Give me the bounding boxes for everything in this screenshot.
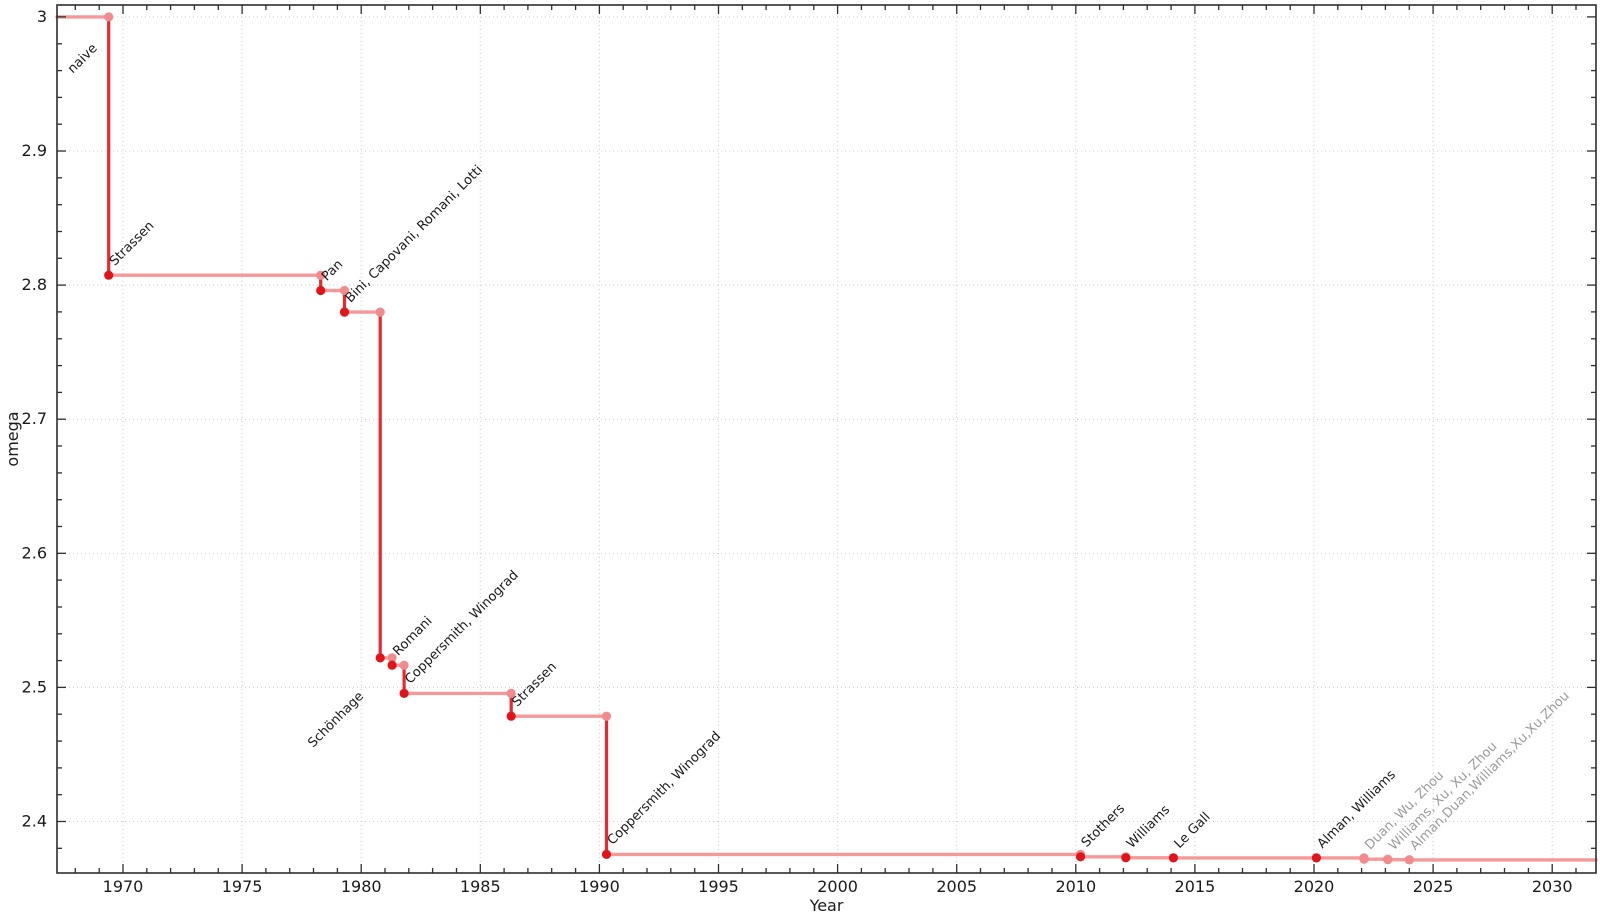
x-tick-label-1990: 1990 [579, 877, 620, 896]
x-tick-label-1995: 1995 [698, 877, 739, 896]
corner-point-romani [387, 653, 397, 663]
annotation-strassen-1986: Strassen [509, 660, 560, 711]
gridlines [57, 5, 1596, 873]
y-tick-label-2.9: 2.9 [22, 141, 47, 160]
corner-markers [104, 12, 1414, 865]
x-tick-label-2015: 2015 [1175, 877, 1216, 896]
tick-marks [57, 5, 1596, 873]
x-tick-label-2025: 2025 [1413, 877, 1454, 896]
x-tick-label-2005: 2005 [936, 877, 977, 896]
corner-point-bini-capovani-romani-lotti [339, 285, 350, 296]
annotation-strassen-1969: Strassen [107, 219, 158, 270]
corner-point-strassen [104, 12, 114, 22]
plot-border [56, 4, 1597, 874]
y-axis-label: omega [3, 411, 22, 466]
step-drop-segments [107, 16, 1411, 860]
x-tick-label-2030: 2030 [1532, 877, 1573, 896]
point-le-gall-2014 [1168, 853, 1178, 863]
x-tick-label-1975: 1975 [222, 877, 263, 896]
x-tick-label-2020: 2020 [1294, 877, 1335, 896]
corner-point-pan [316, 270, 326, 280]
point-duan-wu-zhou-2022 [1359, 854, 1369, 864]
y-tick-label-2.5: 2.5 [22, 677, 47, 696]
point-sch-nhage-1981 [375, 653, 385, 663]
corner-point-coppersmith-winograd [601, 711, 612, 721]
x-axis-label: Year [809, 896, 844, 915]
tick-labels: 1970 1975 1980 1985 1990 1995 2000 2005 2010 2015… [22, 7, 1573, 896]
x-tick-label-2000: 2000 [817, 877, 858, 896]
x-tick-label-2010: 2010 [1055, 877, 1096, 896]
corner-point-strassen [506, 688, 516, 699]
annotation-bini-capovani-romani-lotti-1979: Bini, Capovani, Romani, Lotti [343, 163, 486, 306]
point-coppersmith-winograd-1990 [601, 849, 612, 860]
annotation-sch-nhage-1981: Schönhage [305, 689, 367, 751]
point-alman-duan-williams-xu-xu-zhou-2024 [1404, 855, 1414, 865]
corner-point-coppersmith-winograd [399, 660, 409, 670]
annotation-le-gall-2014: Le Gall [1172, 810, 1214, 852]
event-markers [104, 270, 1414, 865]
point-pan-1978 [316, 285, 326, 296]
point-romani-1981 [387, 660, 397, 670]
point-williams-2012 [1121, 853, 1131, 863]
y-tick-label-2.7: 2.7 [22, 409, 47, 428]
annotation-williams-xu-xu-zhou-2023: Williams, Xu, Xu, Zhou [1386, 739, 1500, 853]
annotation-naive-1967: naive [65, 41, 101, 77]
point-bini-capovani-romani-lotti-1979 [339, 307, 350, 317]
x-tick-label-1970: 1970 [103, 877, 144, 896]
annotation-coppersmith-winograd-1990: Coppersmith, Winograd [605, 729, 724, 848]
x-tick-label-1985: 1985 [460, 877, 501, 896]
point-alman-williams-2020 [1311, 853, 1321, 863]
corner-point-sch-nhage [375, 307, 385, 317]
annotation-pan-1978: Pan [319, 257, 346, 284]
y-tick-label-2.6: 2.6 [22, 543, 47, 562]
x-tick-label-1980: 1980 [341, 877, 382, 896]
point-strassen-1986 [506, 711, 516, 721]
y-tick-label-2.8: 2.8 [22, 275, 47, 294]
y-tick-label-3: 3 [37, 7, 47, 26]
point-williams-xu-xu-zhou-2023 [1383, 855, 1393, 865]
y-tick-label-2.4: 2.4 [22, 812, 47, 831]
axes [56, 4, 1597, 874]
point-stothers-2010 [1075, 852, 1086, 862]
point-coppersmith-winograd-1982 [399, 688, 409, 699]
annotation-stothers-2010: Stothers [1079, 801, 1128, 850]
point-strassen-1969 [104, 270, 114, 280]
step-flat-segments [55, 15, 1598, 862]
annotation-williams-2012: Williams [1124, 802, 1173, 851]
